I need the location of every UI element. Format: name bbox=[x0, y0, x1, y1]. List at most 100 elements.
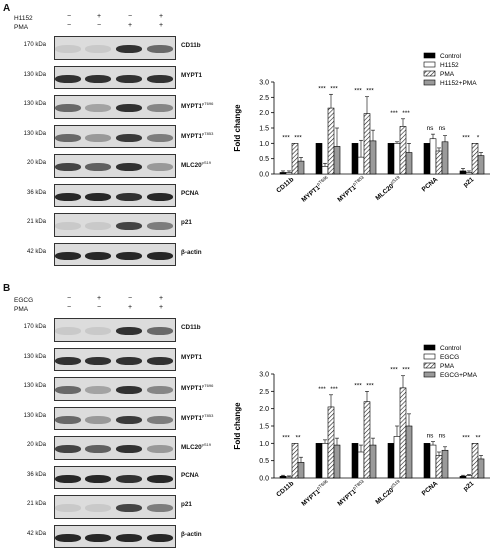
treatment-label: PMA bbox=[14, 306, 29, 313]
protein-label: MLC20pS19 bbox=[181, 160, 211, 170]
protein-band bbox=[116, 386, 142, 394]
protein-band bbox=[147, 133, 173, 142]
significance-label: *** bbox=[390, 367, 398, 374]
molecular-weight-label: 20 kDa bbox=[26, 442, 46, 448]
molecular-weight-label: 36 kDa bbox=[26, 471, 46, 478]
protein-band bbox=[147, 327, 173, 335]
protein-band bbox=[85, 386, 111, 394]
bar bbox=[279, 172, 287, 175]
protein-label: MLC20pS19 bbox=[181, 442, 211, 452]
protein-band bbox=[116, 533, 142, 542]
treatment-sign: − bbox=[127, 13, 133, 20]
molecular-weight-label: 20 kDa bbox=[26, 160, 46, 166]
protein-label: p21 bbox=[181, 501, 192, 508]
significance-label: *** bbox=[330, 85, 338, 92]
blot-strip bbox=[54, 242, 176, 266]
legend-swatch bbox=[423, 344, 436, 351]
treatment-sign: − bbox=[127, 295, 133, 302]
treatment-sign: + bbox=[96, 13, 102, 20]
x-tick-label: MLC20pS19 bbox=[373, 478, 404, 506]
bar bbox=[297, 160, 305, 175]
bar bbox=[327, 107, 335, 175]
protein-band bbox=[116, 133, 142, 142]
protein-band bbox=[116, 192, 142, 201]
protein-band bbox=[116, 445, 142, 453]
protein-label: MYPT1pT696 bbox=[181, 101, 214, 111]
protein-band bbox=[85, 133, 111, 142]
legend-label: H1152 bbox=[440, 62, 459, 69]
x-tick-label: MYPT1pT696 bbox=[299, 478, 332, 507]
bar bbox=[333, 444, 341, 479]
significance-label: *** bbox=[330, 386, 338, 393]
protein-band bbox=[55, 327, 81, 335]
bar bbox=[321, 443, 329, 479]
x-tick-label-sup: pT696 bbox=[316, 174, 329, 186]
protein-band bbox=[85, 415, 111, 424]
bar bbox=[429, 138, 437, 175]
bar bbox=[315, 143, 323, 175]
bar bbox=[393, 143, 401, 175]
treatment-label: EGCG bbox=[14, 297, 34, 304]
x-tick-label-sup: pT853 bbox=[352, 174, 365, 186]
treatment-sign: + bbox=[158, 22, 164, 29]
panel-a-letter: A bbox=[3, 3, 11, 14]
x-tick-label: PCNA bbox=[421, 480, 440, 497]
protein-band bbox=[55, 74, 81, 83]
treatment-sign: + bbox=[158, 295, 164, 302]
bar bbox=[471, 443, 479, 479]
y-axis-label: Fold change bbox=[233, 402, 242, 450]
molecular-weight-label: 130 kDa bbox=[23, 353, 46, 360]
significance-label: *** bbox=[354, 88, 362, 95]
x-tick-label-sup: pT853 bbox=[352, 478, 365, 490]
blot-strip bbox=[54, 524, 176, 548]
protein-band bbox=[85, 474, 111, 483]
blot-strip bbox=[54, 406, 176, 430]
protein-band bbox=[147, 192, 173, 201]
protein-band bbox=[116, 474, 142, 483]
protein-label: MYPT1pT853 bbox=[181, 130, 214, 140]
protein-band bbox=[116, 222, 142, 230]
significance-label: *** bbox=[366, 88, 374, 95]
molecular-weight-label: 130 kDa bbox=[23, 383, 46, 389]
legend-label: PMA bbox=[440, 71, 455, 78]
blot-strip bbox=[54, 124, 176, 148]
treatment-sign: − bbox=[66, 22, 72, 29]
bar bbox=[285, 476, 293, 479]
y-tick-label: 3.0 bbox=[259, 80, 269, 87]
protein-band bbox=[85, 445, 111, 453]
treatment-sign: − bbox=[96, 22, 102, 29]
bar bbox=[333, 146, 341, 175]
treatment-sign: + bbox=[158, 13, 164, 20]
protein-band bbox=[55, 445, 81, 453]
significance-label: *** bbox=[294, 134, 302, 141]
treatment-sign: + bbox=[96, 295, 102, 302]
protein-label: CD11b bbox=[181, 324, 201, 331]
y-tick-label: 0.5 bbox=[259, 156, 269, 163]
protein-band bbox=[116, 104, 142, 112]
protein-band bbox=[85, 356, 111, 365]
protein-band bbox=[55, 251, 81, 260]
x-tick-label: MYPT1pT853 bbox=[335, 478, 368, 507]
y-tick-label: 2.5 bbox=[259, 389, 269, 396]
protein-band bbox=[55, 504, 81, 512]
protein-label: MYPT1pT853 bbox=[181, 412, 214, 422]
molecular-weight-label: 130 kDa bbox=[23, 412, 46, 419]
significance-label: ns bbox=[427, 125, 435, 132]
protein-label: MYPT1 bbox=[181, 353, 202, 361]
legend-label: Control bbox=[440, 53, 462, 60]
blot-strip bbox=[54, 183, 176, 207]
protein-band bbox=[55, 192, 81, 201]
bar bbox=[369, 444, 377, 479]
bar bbox=[291, 143, 299, 175]
treatment-label: H1152 bbox=[14, 15, 33, 22]
x-tick-label-sup: pS19 bbox=[389, 174, 401, 185]
treatment-sign: − bbox=[66, 295, 72, 302]
legend-swatch bbox=[423, 79, 436, 86]
molecular-weight-label: 130 kDa bbox=[23, 130, 46, 137]
protein-band bbox=[85, 504, 111, 512]
bar bbox=[315, 443, 323, 479]
treatment-sign: + bbox=[158, 304, 164, 311]
protein-band bbox=[147, 415, 173, 424]
x-tick-label: p21 bbox=[462, 480, 475, 493]
blot-strip bbox=[54, 495, 176, 519]
